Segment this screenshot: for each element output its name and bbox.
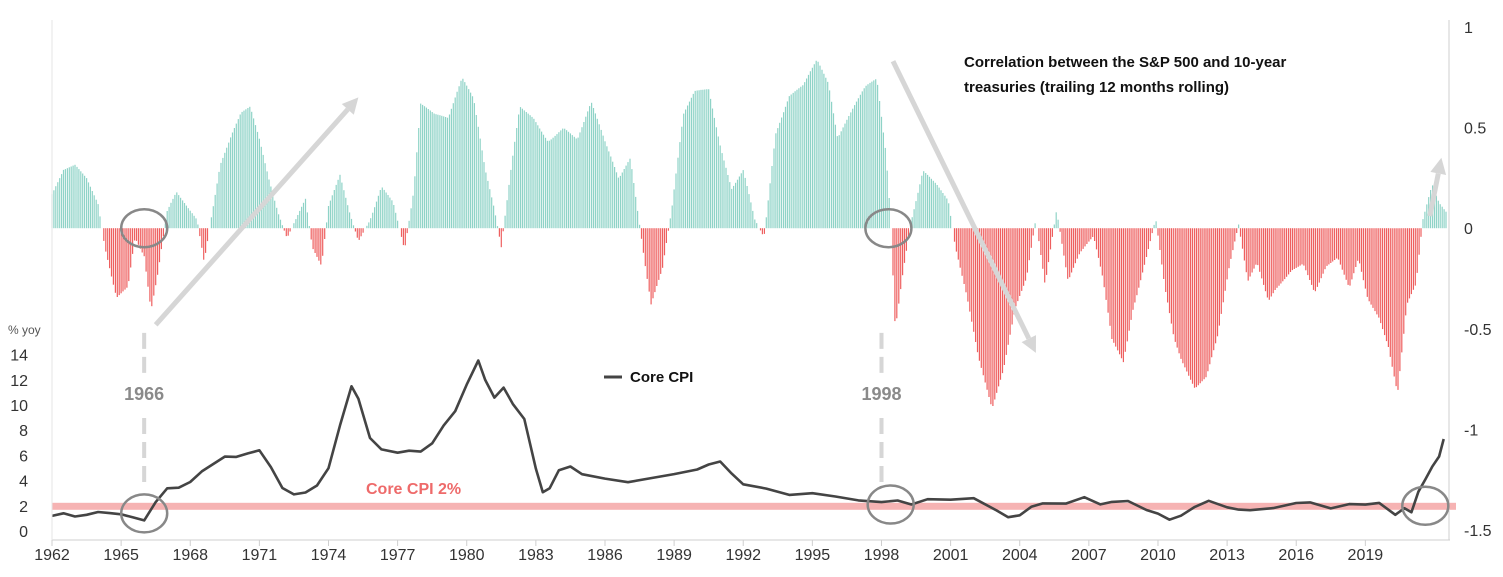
event-label-1998: 1998 [861, 384, 901, 404]
highlight-circle [866, 484, 915, 525]
highlight-circles [119, 207, 1450, 534]
highlight-circle [1401, 485, 1450, 527]
event-label-1966: 1966 [124, 384, 164, 404]
trend-arrow-shaft [153, 107, 350, 327]
legend: Core CPI [604, 369, 693, 386]
trend-arrows [153, 60, 1447, 353]
x-axis-tick-label: 1992 [725, 547, 761, 564]
left-axis-tick-label: 14 [10, 348, 28, 365]
chart-title-line-1: Correlation between the S&P 500 and 10-y… [964, 54, 1287, 71]
right-axis-tick-label: -1.5 [1464, 523, 1492, 540]
right-axis-ticks: 1 0.5 0 -0.5 -1 -1.5 [1464, 20, 1492, 540]
x-axis-tick-label: 1962 [34, 547, 70, 564]
right-axis-tick-label: -1 [1464, 422, 1478, 439]
x-axis-tick-label: 1986 [587, 547, 623, 564]
x-axis-tick-label: 2013 [1209, 547, 1245, 564]
highlight-circle [864, 207, 913, 249]
left-axis-tick-label: 10 [10, 398, 28, 415]
core-cpi-2pct-label: Core CPI 2% [366, 481, 461, 498]
trend-arrow-shaft [1427, 172, 1441, 217]
legend-label-core-cpi: Core CPI [630, 369, 693, 386]
trend-arrow-head [341, 97, 359, 115]
trend-arrow-shaft [890, 60, 1032, 340]
x-axis-tick-label: 2016 [1278, 547, 1314, 564]
core-cpi-line [51, 359, 1445, 522]
x-axis-tick-label: 2007 [1071, 547, 1107, 564]
left-axis-unit-label: % yoy [8, 323, 41, 337]
x-axis-tick-label: 1983 [518, 547, 554, 564]
left-axis-tick-label: 0 [19, 524, 28, 541]
x-axis-tick-label: 1968 [172, 547, 208, 564]
x-axis-tick-label: 1971 [242, 547, 278, 564]
x-axis-tick-label: 1974 [311, 547, 347, 564]
x-axis-tick-label: 1998 [864, 547, 900, 564]
trend-arrow-head [1430, 157, 1447, 175]
x-axis-tick-label: 1977 [380, 547, 416, 564]
left-axis-ticks: 0 2 4 6 8 10 12 14 [10, 348, 28, 541]
right-axis-tick-label: 0 [1464, 221, 1473, 238]
x-axis-tick-label: 1995 [795, 547, 831, 564]
right-axis-tick-label: 0.5 [1464, 121, 1486, 138]
x-axis-tick-label: 1989 [656, 547, 692, 564]
highlight-circle [119, 207, 169, 249]
x-axis-tick-label: 2004 [1002, 547, 1038, 564]
x-axis-tick-label: 2010 [1140, 547, 1176, 564]
x-axis-ticks: 1962 1965 1968 1971 1974 1977 1980 1983 1986 1989… [34, 540, 1383, 564]
right-axis-tick-label: -0.5 [1464, 322, 1492, 339]
x-axis-tick-label: 2019 [1348, 547, 1384, 564]
trend-arrow-head [1021, 335, 1036, 353]
left-axis-tick-label: 12 [10, 373, 28, 390]
core-cpi-2pct-band [52, 502, 1456, 510]
left-axis-tick-label: 2 [19, 499, 28, 516]
x-axis-tick-label: 2001 [933, 547, 969, 564]
x-axis-tick-label: 1980 [449, 547, 485, 564]
chart-title-line-2: treasuries (trailing 12 months rolling) [964, 79, 1229, 96]
highlight-circle [119, 493, 169, 534]
left-axis-tick-label: 8 [19, 423, 28, 440]
event-lines [142, 332, 884, 488]
left-axis-tick-label: 4 [19, 474, 28, 491]
right-axis-tick-label: 1 [1464, 20, 1473, 37]
correlation-bars [51, 60, 1447, 406]
left-axis-tick-label: 6 [19, 448, 28, 465]
x-axis-tick-label: 1965 [103, 547, 139, 564]
